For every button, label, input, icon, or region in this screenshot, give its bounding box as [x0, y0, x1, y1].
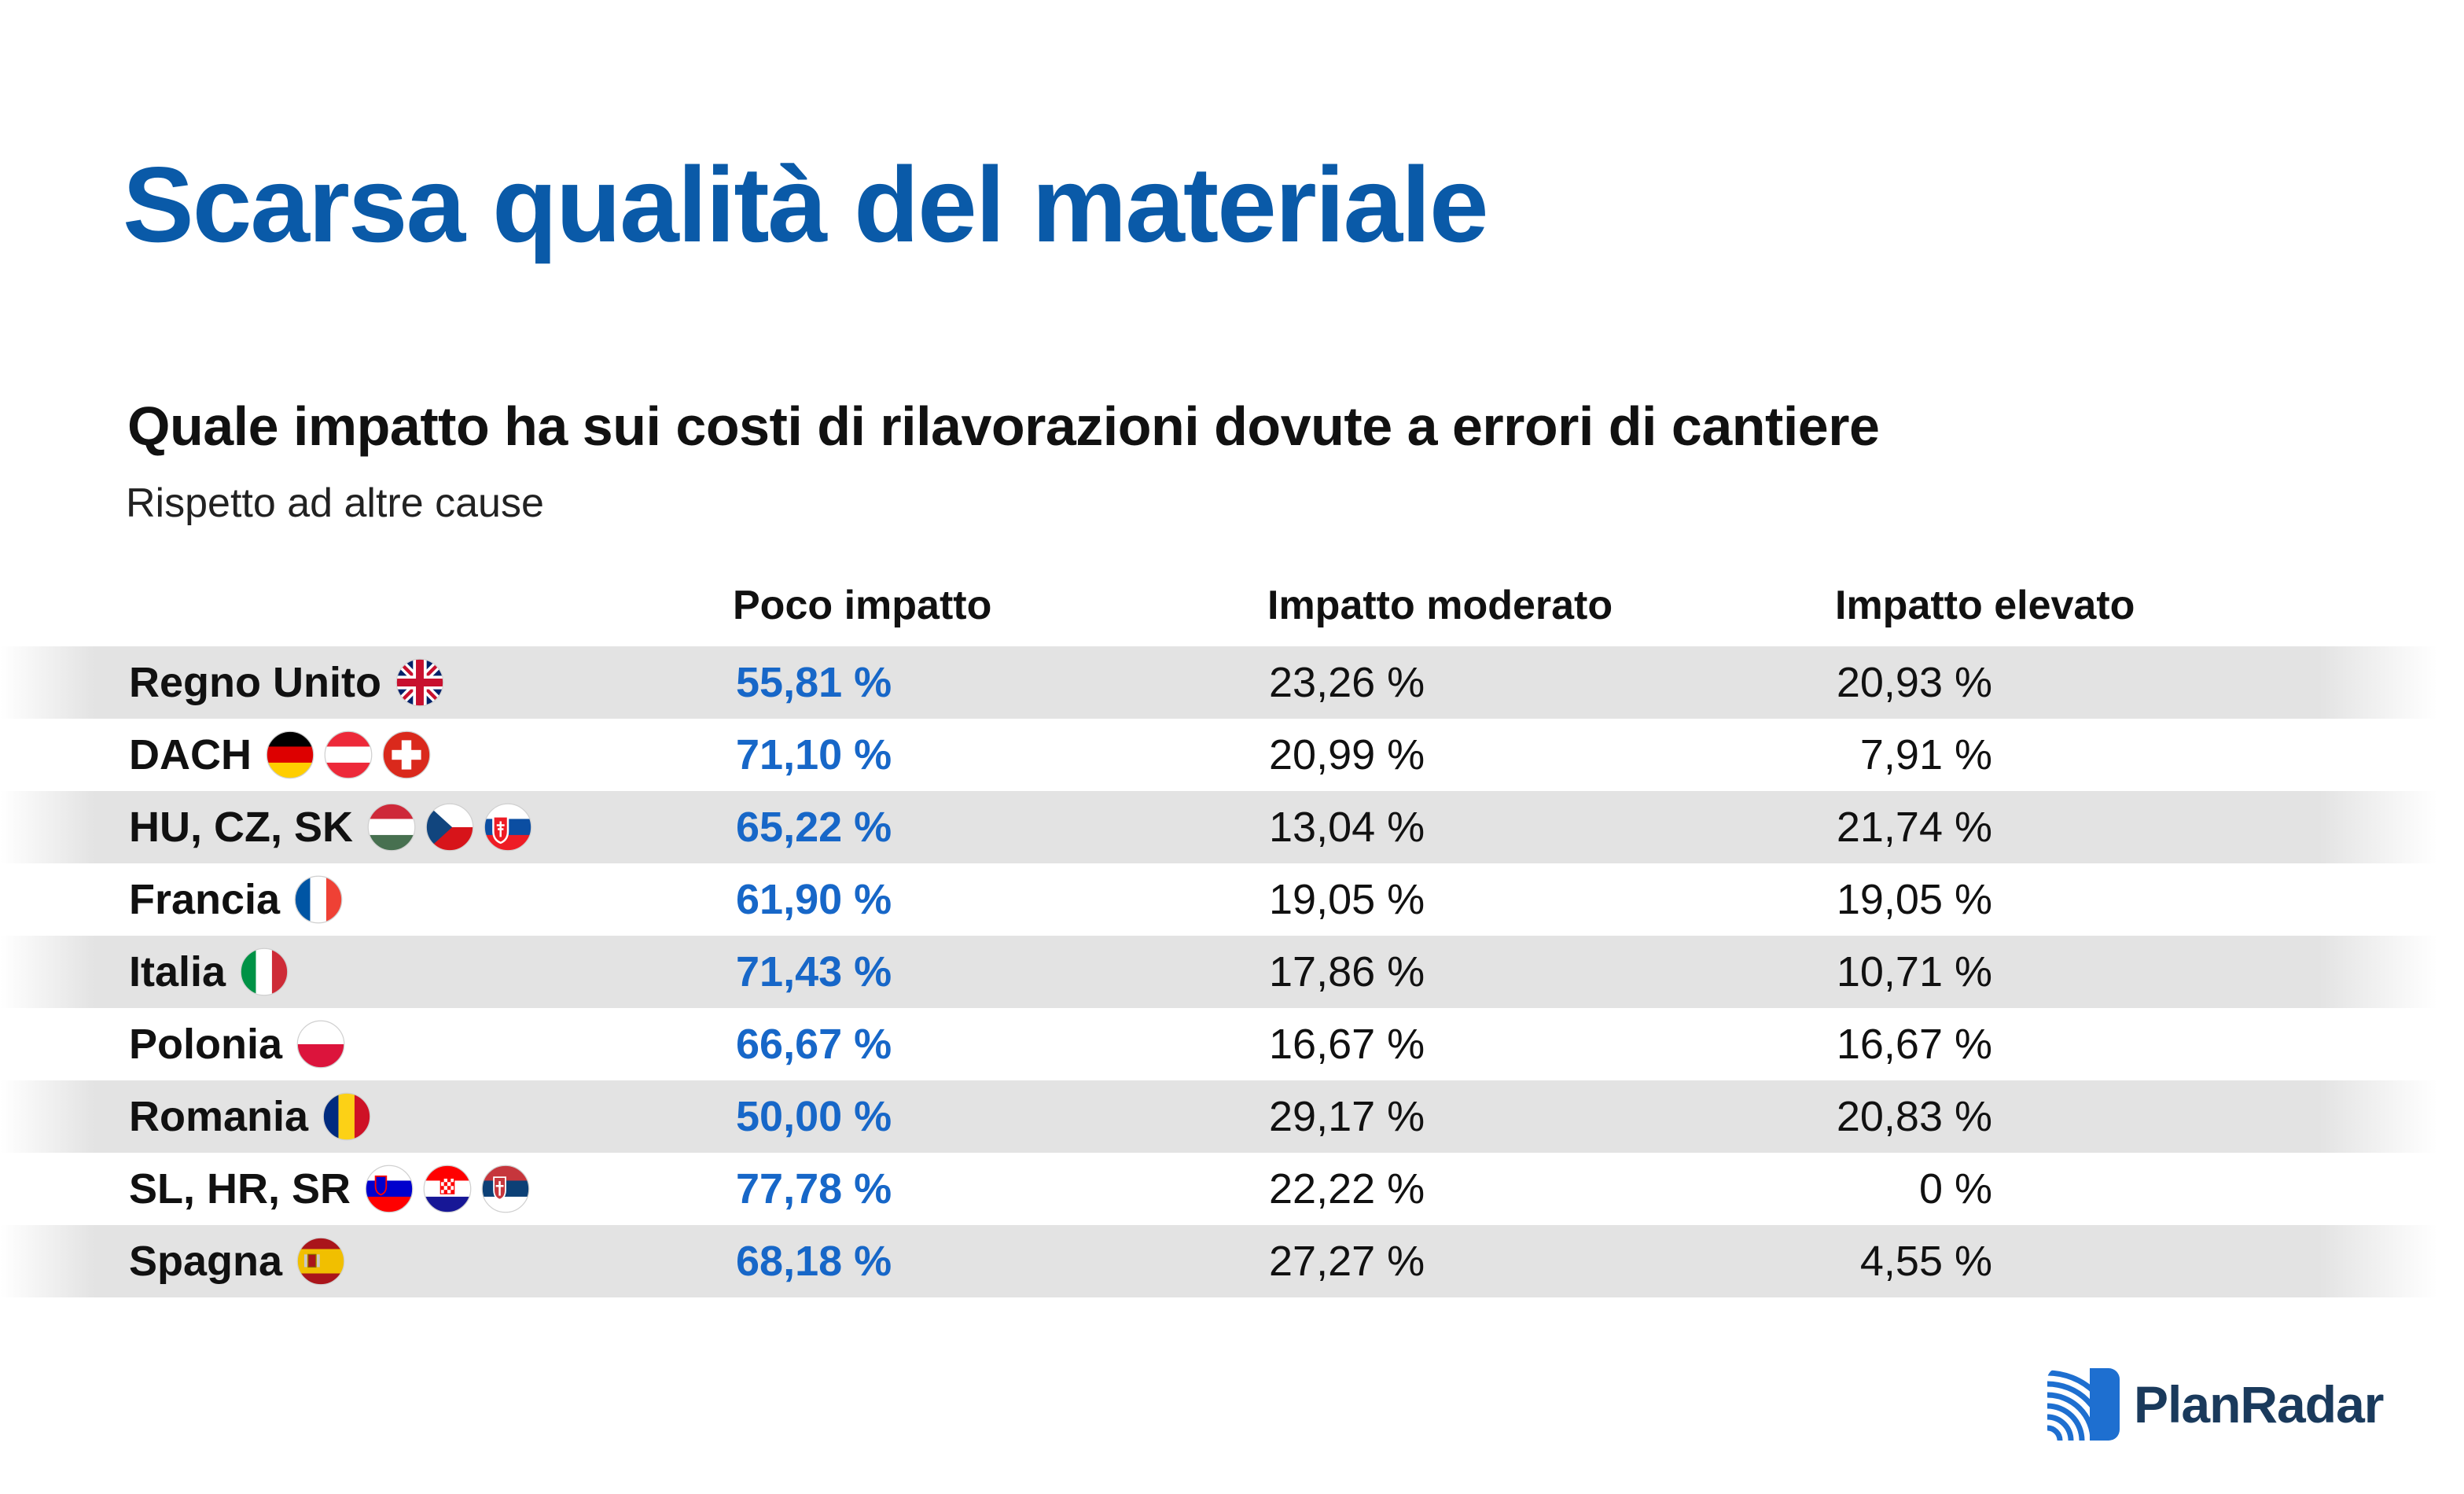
switzerland-flag-icon	[382, 730, 440, 779]
value-impatto-elevato: 19,05 %	[1836, 876, 1992, 923]
chart-subtitle: Quale impatto ha sui costi di rilavorazi…	[127, 396, 1880, 457]
column-header-impatto-elevato: Impatto elevato	[1835, 583, 2135, 628]
country-flags	[322, 1092, 381, 1141]
value-impatto-elevato: 0 %	[1918, 1165, 1992, 1212]
france-flag-icon	[294, 875, 352, 924]
country-label: Francia	[129, 876, 281, 923]
czech-flag-icon	[425, 803, 484, 852]
logo-text: PlanRadar	[2134, 1375, 2384, 1433]
country-flags	[296, 1020, 355, 1069]
column-header-impatto-moderato: Impatto moderato	[1267, 583, 1613, 628]
country-cell: HU, CZ, SK	[129, 791, 542, 863]
country-cell: Polonia	[129, 1008, 355, 1080]
croatia-flag-icon	[423, 1165, 481, 1213]
country-label: Romania	[129, 1093, 309, 1140]
country-flags	[365, 1165, 539, 1213]
value-poco-impatto: 77,78 %	[736, 1165, 892, 1212]
country-cell: Francia	[129, 863, 352, 936]
serbia-flag-icon	[481, 1165, 539, 1213]
value-poco-impatto: 50,00 %	[736, 1093, 892, 1140]
value-poco-impatto: 65,22 %	[736, 804, 892, 851]
country-label: Italia	[129, 948, 226, 995]
romania-flag-icon	[322, 1092, 381, 1141]
column-header-poco-impatto: Poco impatto	[733, 583, 992, 628]
country-label: Polonia	[129, 1021, 283, 1068]
value-impatto-moderato: 19,05 %	[1269, 876, 1425, 923]
country-cell: DACH	[129, 719, 440, 791]
value-impatto-elevato: 20,83 %	[1836, 1093, 1992, 1140]
value-impatto-moderato: 29,17 %	[1269, 1093, 1425, 1140]
country-flags	[367, 803, 542, 852]
value-impatto-moderato: 23,26 %	[1269, 659, 1425, 706]
value-impatto-elevato: 4,55 %	[1859, 1238, 1992, 1285]
value-poco-impatto: 61,90 %	[736, 876, 892, 923]
country-cell: Italia	[129, 936, 298, 1008]
table-row: Regno Unito 55,81 % 23,26 % 20,93 %	[0, 646, 2464, 719]
slovenia-flag-icon	[365, 1165, 423, 1213]
value-poco-impatto: 66,67 %	[736, 1021, 892, 1068]
table-row: HU, CZ, SK 65,22 % 13,04 % 21,74 %	[0, 791, 2464, 863]
poland-flag-icon	[296, 1020, 355, 1069]
table-row: DACH 71,10 % 20,99 % 7,91 %	[0, 719, 2464, 791]
country-label: HU, CZ, SK	[129, 804, 354, 851]
slovakia-flag-icon	[484, 803, 542, 852]
page-title: Scarsa qualità del materiale	[123, 145, 1489, 264]
uk-flag-icon	[395, 658, 454, 707]
country-flags	[395, 658, 454, 707]
planradar-logo: PlanRadar	[2044, 1365, 2384, 1444]
chart-caption: Rispetto ad altre cause	[126, 480, 544, 526]
value-poco-impatto: 55,81 %	[736, 659, 892, 706]
value-impatto-moderato: 20,99 %	[1269, 731, 1425, 778]
value-impatto-elevato: 20,93 %	[1836, 659, 1992, 706]
country-label: SL, HR, SR	[129, 1165, 351, 1212]
data-table: Regno Unito 55,81 % 23,26 % 20,93 % DACH 71,1…	[0, 646, 2464, 1297]
value-impatto-moderato: 27,27 %	[1269, 1238, 1425, 1285]
country-flags	[296, 1237, 355, 1286]
table-row: SL, HR, SR 77,78 % 22,22 % 0 %	[0, 1153, 2464, 1225]
value-impatto-moderato: 22,22 %	[1269, 1165, 1425, 1212]
table-row: Francia 61,90 % 19,05 % 19,05 %	[0, 863, 2464, 936]
country-cell: SL, HR, SR	[129, 1153, 539, 1225]
value-impatto-elevato: 16,67 %	[1836, 1021, 1992, 1068]
value-poco-impatto: 68,18 %	[736, 1238, 892, 1285]
country-flags	[294, 875, 352, 924]
table-row: Italia 71,43 % 17,86 % 10,71 %	[0, 936, 2464, 1008]
planradar-logo-icon	[2047, 1368, 2120, 1441]
italy-flag-icon	[240, 948, 298, 996]
value-impatto-elevato: 21,74 %	[1836, 804, 1992, 851]
hungary-flag-icon	[367, 803, 425, 852]
country-flags	[240, 948, 298, 996]
austria-flag-icon	[324, 730, 382, 779]
country-label: DACH	[129, 731, 252, 778]
germany-flag-icon	[266, 730, 324, 779]
table-row: Spagna 68,18 % 27,27 % 4,55 %	[0, 1225, 2464, 1297]
value-impatto-moderato: 17,86 %	[1269, 948, 1425, 995]
country-cell: Spagna	[129, 1225, 355, 1297]
table-row: Polonia 66,67 % 16,67 % 16,67 %	[0, 1008, 2464, 1080]
spain-flag-icon	[296, 1237, 355, 1286]
country-label: Regno Unito	[129, 659, 381, 706]
value-impatto-moderato: 13,04 %	[1269, 804, 1425, 851]
value-poco-impatto: 71,10 %	[736, 731, 892, 778]
value-impatto-elevato: 7,91 %	[1859, 731, 1992, 778]
value-impatto-elevato: 10,71 %	[1836, 948, 1992, 995]
country-flags	[266, 730, 440, 779]
table-row: Romania 50,00 % 29,17 % 20,83 %	[0, 1080, 2464, 1153]
country-cell: Romania	[129, 1080, 381, 1153]
value-impatto-moderato: 16,67 %	[1269, 1021, 1425, 1068]
country-cell: Regno Unito	[129, 646, 454, 719]
value-poco-impatto: 71,43 %	[736, 948, 892, 995]
country-label: Spagna	[129, 1238, 283, 1285]
